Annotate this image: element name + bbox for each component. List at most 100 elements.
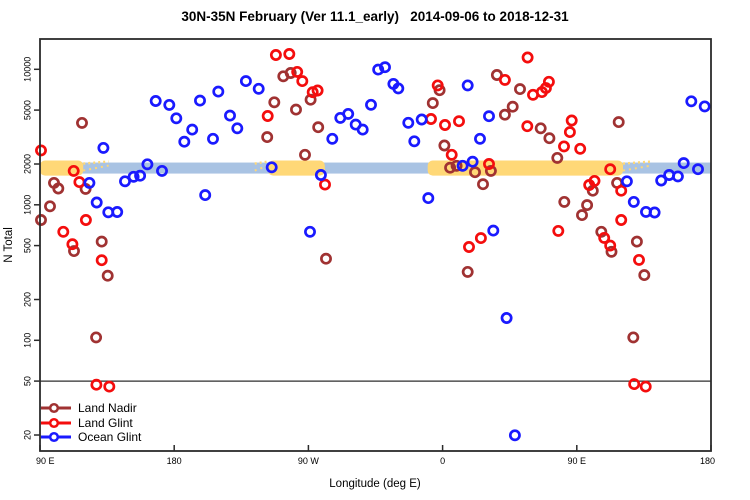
data-point xyxy=(103,380,116,393)
data-point xyxy=(408,135,421,148)
data-point xyxy=(615,184,628,197)
data-point xyxy=(326,132,339,145)
legend-label: Land Glint xyxy=(78,415,133,430)
data-point xyxy=(677,157,690,170)
legend-swatch-line-circle-icon xyxy=(41,417,71,428)
data-point xyxy=(342,107,355,120)
x-tick-label: 90 E xyxy=(36,456,55,466)
data-point xyxy=(521,120,534,133)
data-point xyxy=(438,139,451,152)
data-point xyxy=(90,196,103,209)
data-point xyxy=(655,174,668,187)
data-point xyxy=(67,164,80,177)
data-point xyxy=(483,158,495,170)
legend-swatch-line-circle-icon xyxy=(41,403,71,414)
data-point xyxy=(638,269,651,282)
data-point xyxy=(612,116,625,129)
data-point xyxy=(439,119,451,131)
data-point xyxy=(194,94,206,107)
data-point xyxy=(291,65,304,78)
data-point xyxy=(35,144,47,157)
data-point xyxy=(583,179,596,191)
band-speckle xyxy=(254,164,269,172)
data-point xyxy=(474,132,486,145)
data-point xyxy=(57,225,70,238)
legend-item-land-glint: Land Glint xyxy=(41,416,141,431)
legend-item-ocean-glint: Ocean Glint xyxy=(41,430,141,445)
data-point xyxy=(605,245,618,258)
data-point xyxy=(685,95,698,108)
data-point xyxy=(127,170,140,183)
data-point xyxy=(95,254,108,267)
y-tick-label: 50 xyxy=(22,376,32,386)
y-tick-label: 10000 xyxy=(22,57,32,82)
x-axis-label: Longitude (deg E) xyxy=(329,478,421,490)
x-tick-label: 0 xyxy=(440,456,445,466)
data-point xyxy=(402,116,415,129)
data-point xyxy=(170,112,183,125)
data-point xyxy=(90,331,103,344)
data-point xyxy=(456,159,469,172)
x-tick-label: 90 W xyxy=(298,456,320,466)
data-point xyxy=(268,96,281,109)
data-point xyxy=(356,123,369,136)
data-point xyxy=(207,132,219,145)
data-point xyxy=(627,331,640,344)
data-point xyxy=(199,189,212,202)
data-point xyxy=(265,161,278,174)
data-point xyxy=(450,159,463,172)
plot-box xyxy=(39,38,712,452)
data-point xyxy=(299,148,311,161)
y-tick-label: 1000 xyxy=(22,195,32,215)
data-point xyxy=(95,235,108,248)
data-point xyxy=(163,98,176,111)
data-point xyxy=(141,158,154,171)
data-point xyxy=(461,265,474,278)
x-tick-label: 90 E xyxy=(568,456,587,466)
data-point xyxy=(239,75,252,88)
data-point xyxy=(534,122,547,135)
data-point xyxy=(320,252,332,265)
data-point xyxy=(698,100,711,113)
y-tick-label: 2000 xyxy=(22,154,32,174)
data-point xyxy=(156,164,168,177)
data-point xyxy=(598,231,611,244)
band-blue xyxy=(40,162,711,174)
data-point xyxy=(290,103,302,116)
data-point xyxy=(574,142,587,155)
data-point xyxy=(73,176,86,189)
data-point xyxy=(483,110,495,123)
data-point xyxy=(312,121,325,134)
x-tick-label: 180 xyxy=(167,456,182,466)
band-yellow-segment xyxy=(427,160,624,176)
data-point xyxy=(620,175,633,188)
legend-circle-icon xyxy=(48,417,60,428)
data-point xyxy=(466,155,479,168)
data-point xyxy=(52,182,65,195)
data-point xyxy=(252,82,265,95)
data-point xyxy=(565,114,578,127)
data-point xyxy=(604,239,617,252)
legend-label: Land Nadir xyxy=(78,401,137,416)
data-point xyxy=(461,79,474,92)
data-point xyxy=(415,113,428,126)
data-point xyxy=(101,269,114,282)
data-point xyxy=(576,209,588,222)
data-point xyxy=(484,164,497,177)
legend-label: Ocean Glint xyxy=(78,430,142,445)
y-axis-label: N Total xyxy=(3,227,15,263)
data-point xyxy=(444,161,457,174)
legend-circle-icon xyxy=(48,403,60,414)
data-point xyxy=(365,98,377,111)
data-point xyxy=(261,110,274,122)
data-point xyxy=(521,51,534,64)
data-point xyxy=(261,131,274,144)
legend: Land Nadir Land Glint Ocean Glint xyxy=(41,401,141,445)
y-tick-label: 20 xyxy=(22,430,32,440)
legend-item-land-nadir: Land Nadir xyxy=(41,401,141,416)
data-point xyxy=(90,378,103,391)
data-point xyxy=(178,135,191,148)
data-point xyxy=(44,200,56,213)
data-point xyxy=(149,95,162,107)
